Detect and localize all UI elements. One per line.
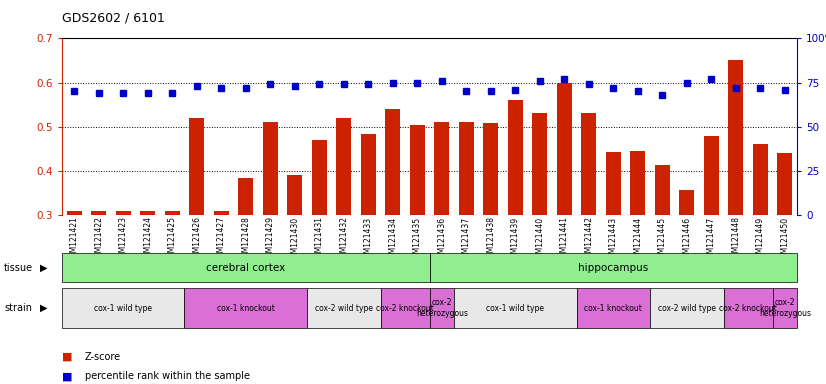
- Bar: [92, 211, 106, 215]
- Bar: [67, 211, 82, 215]
- Text: ▶: ▶: [40, 263, 47, 273]
- Bar: [753, 144, 767, 215]
- Bar: [777, 153, 792, 215]
- Bar: [287, 175, 302, 215]
- Bar: [508, 100, 523, 215]
- Text: cox-2 knockout: cox-2 knockout: [719, 304, 777, 313]
- Text: cox-1 knockout: cox-1 knockout: [216, 304, 275, 313]
- Text: cox-2 knockout: cox-2 knockout: [376, 304, 434, 313]
- Bar: [533, 114, 547, 215]
- Text: cerebral cortex: cerebral cortex: [206, 263, 285, 273]
- Text: ▶: ▶: [40, 303, 47, 313]
- Bar: [140, 211, 155, 215]
- Bar: [239, 179, 253, 215]
- Bar: [655, 165, 670, 215]
- Bar: [434, 122, 449, 215]
- Text: strain: strain: [4, 303, 32, 313]
- Bar: [680, 190, 694, 215]
- Bar: [263, 122, 278, 215]
- Text: hippocampus: hippocampus: [578, 263, 648, 273]
- Text: cox-1 knockout: cox-1 knockout: [584, 304, 643, 313]
- Text: cox-2
heterozygous: cox-2 heterozygous: [759, 298, 811, 318]
- Text: ■: ■: [62, 352, 73, 362]
- Text: tissue: tissue: [4, 263, 33, 273]
- Text: GDS2602 / 6101: GDS2602 / 6101: [62, 12, 165, 25]
- Text: cox-2 wild type: cox-2 wild type: [657, 304, 716, 313]
- Bar: [483, 123, 498, 215]
- Bar: [361, 134, 376, 215]
- Text: ■: ■: [62, 371, 73, 381]
- Text: cox-2
heterozygous: cox-2 heterozygous: [415, 298, 468, 318]
- Text: cox-1 wild type: cox-1 wild type: [487, 304, 544, 313]
- Text: Z-score: Z-score: [85, 352, 121, 362]
- Bar: [459, 122, 473, 215]
- Bar: [557, 83, 572, 215]
- Text: percentile rank within the sample: percentile rank within the sample: [85, 371, 250, 381]
- Text: cox-1 wild type: cox-1 wild type: [94, 304, 152, 313]
- Bar: [729, 61, 743, 215]
- Bar: [630, 151, 645, 215]
- Bar: [386, 109, 400, 215]
- Bar: [312, 140, 326, 215]
- Bar: [189, 118, 204, 215]
- Bar: [116, 211, 131, 215]
- Bar: [165, 211, 179, 215]
- Bar: [704, 136, 719, 215]
- Bar: [336, 118, 351, 215]
- Text: cox-2 wild type: cox-2 wild type: [315, 304, 373, 313]
- Bar: [410, 124, 425, 215]
- Bar: [214, 211, 229, 215]
- Bar: [606, 152, 620, 215]
- Bar: [582, 114, 596, 215]
